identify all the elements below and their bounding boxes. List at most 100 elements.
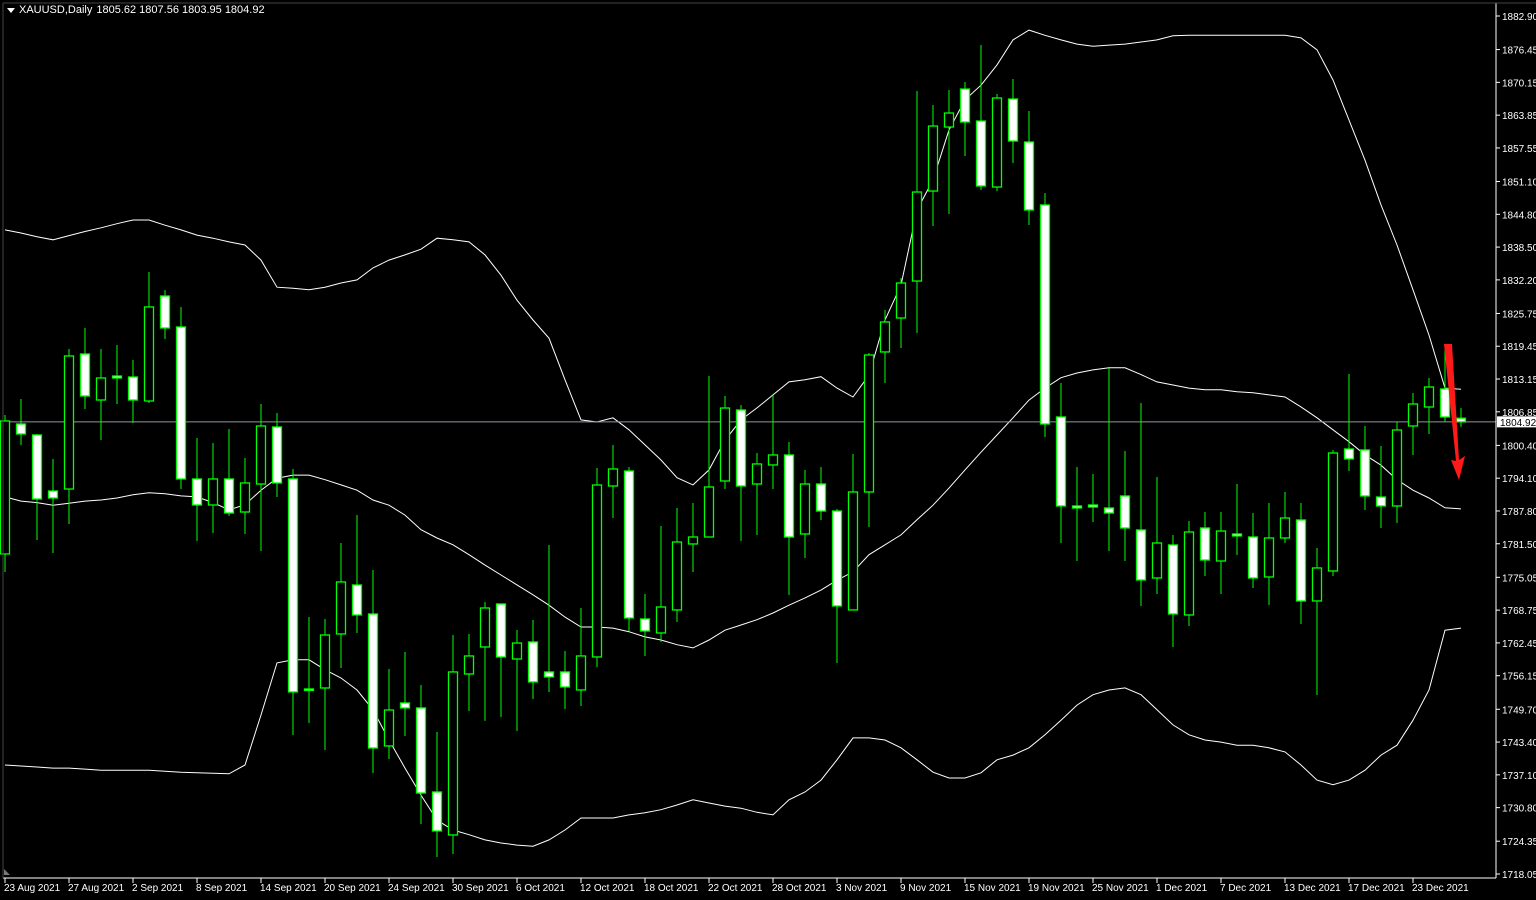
candle [655,526,667,642]
bull-candle-body [1263,537,1275,578]
candle [719,395,731,490]
bear-candle-body [1103,507,1115,514]
date-tick-label: 9 Nov 2021 [900,883,952,894]
candle [975,45,987,190]
bear-candle-body [1295,519,1307,602]
bear-candle-body [1055,416,1067,507]
price-axis[interactable]: 1882.90 1876.45 1870.15 1863.85 1857.55 1851.… [1496,12,1536,881]
candle [303,616,315,723]
bull-candle-body [911,191,923,282]
candle [543,544,555,692]
time-axis[interactable]: 23 Aug 2021 27 Aug 2021 2 Sep 2021 8 Sep 20… [4,878,1469,894]
candle [15,399,27,445]
bear-candle-body [303,688,315,692]
price-tick-label: 1870.15 [1502,78,1536,89]
date-tick-label: 24 Sep 2021 [388,883,445,894]
bull-candle-body [1311,567,1323,602]
bear-candle-body [1087,504,1099,508]
candle [367,569,379,773]
candle [767,394,779,490]
candle [335,542,347,668]
date-tick-label: 2 Sep 2021 [132,883,184,894]
candle [511,630,523,731]
price-tick-label: 1863.85 [1502,111,1536,122]
price-tick-label: 1857.55 [1502,144,1536,155]
chart-shift-marker-icon[interactable] [4,869,10,875]
bull-candle-body [1407,403,1419,427]
bull-candle-body [207,478,219,506]
bear-candle-body [975,120,987,187]
bull-candle-body [591,484,603,658]
price-tick-label: 1819.45 [1502,342,1536,353]
candle [1007,79,1019,164]
candle [1263,503,1275,605]
candle [1071,466,1083,561]
price-tick-label: 1876.45 [1502,46,1536,57]
price-tick-label: 1844.80 [1502,210,1536,221]
bull-candle-body [799,483,811,535]
bull-candle-body [479,607,491,648]
candle [175,306,187,490]
candle [1039,192,1051,437]
candle [287,468,299,735]
candle [671,508,683,622]
bull-candle-body [63,355,75,490]
bull-candle-body [511,642,523,660]
bear-candle-body [1375,496,1387,507]
candle [479,601,491,721]
date-tick-label: 3 Nov 2021 [836,883,888,894]
candle [1375,445,1387,528]
bear-candle-body [1439,388,1451,418]
bull-candle-body [1327,452,1339,572]
date-tick-label: 1 Dec 2021 [1156,883,1208,894]
bull-candle-body [719,407,731,482]
candle [575,607,587,706]
bull-candle-body [1183,531,1195,616]
bear-candle-body [1455,417,1467,423]
price-tick-label: 1749.70 [1502,705,1536,716]
price-tick-label: 1787.80 [1502,507,1536,518]
ohlc-readout: 1805.62 1807.56 1803.95 1804.92 [96,4,265,16]
bear-candle-body [415,707,427,794]
bear-candle-body [1135,529,1147,581]
bear-candle-body [1167,544,1179,615]
price-tick-label: 1800.40 [1502,441,1536,452]
bear-candle-body [1119,495,1131,529]
triangle-down-icon[interactable] [7,7,15,13]
bull-candle-body [335,581,347,635]
bull-candle-body [575,655,587,691]
candle [863,353,875,528]
date-tick-label: 7 Dec 2021 [1220,883,1272,894]
bull-candle-body [751,463,763,485]
bull-candle-body [847,491,859,611]
candle [815,466,827,520]
bull-candle-body [895,282,907,319]
candle [383,668,395,759]
price-tick-label: 1724.35 [1502,837,1536,848]
bull-candle-body [607,468,619,487]
candle [0,414,11,572]
bear-candle-body [223,478,235,514]
price-tick-label: 1756.15 [1502,672,1536,683]
candle [879,310,891,383]
candle [31,433,43,541]
candle [1231,484,1243,555]
bear-candle-body [1359,449,1371,497]
bear-candle-body [559,671,571,688]
bull-candle-body [383,709,395,747]
candle [1151,476,1163,594]
candle [95,348,107,440]
symbol-timeframe: XAUUSD,Daily [19,4,93,16]
price-tick-label: 1813.15 [1502,375,1536,386]
price-tick-label: 1832.20 [1502,276,1536,287]
price-tick-label: 1838.50 [1502,243,1536,254]
candle [207,442,219,533]
bear-candle-body [175,326,187,480]
candle [159,290,171,340]
price-tick-label: 1730.80 [1502,804,1536,815]
candle [47,458,59,553]
bull-candle-body [1151,542,1163,579]
bull-candle-body [95,377,107,401]
